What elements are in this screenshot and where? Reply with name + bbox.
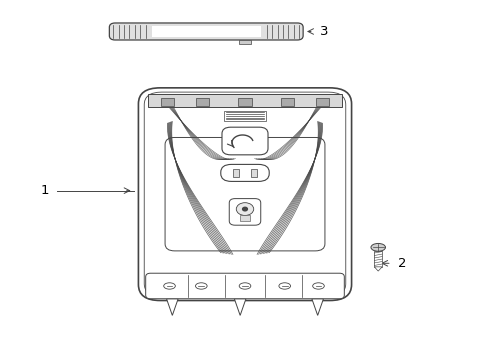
Polygon shape	[374, 267, 382, 271]
Polygon shape	[167, 299, 178, 315]
Bar	[281, 98, 294, 105]
Text: 3: 3	[320, 25, 329, 38]
Bar	[196, 98, 209, 105]
Bar	[233, 168, 239, 177]
FancyBboxPatch shape	[229, 199, 261, 225]
FancyBboxPatch shape	[109, 23, 303, 40]
Bar	[240, 215, 250, 221]
FancyBboxPatch shape	[222, 127, 268, 155]
Bar	[374, 251, 382, 267]
Circle shape	[243, 207, 247, 211]
Ellipse shape	[164, 283, 175, 289]
Ellipse shape	[196, 283, 207, 289]
Ellipse shape	[279, 283, 291, 289]
Bar	[316, 98, 329, 105]
Bar	[251, 168, 257, 177]
Text: 2: 2	[397, 257, 406, 270]
Ellipse shape	[371, 243, 386, 251]
Bar	[239, 40, 251, 44]
Ellipse shape	[313, 283, 324, 289]
Circle shape	[236, 203, 254, 215]
Bar	[148, 94, 342, 107]
Polygon shape	[234, 299, 246, 315]
Text: 1: 1	[40, 184, 49, 197]
FancyBboxPatch shape	[138, 88, 352, 301]
FancyBboxPatch shape	[146, 273, 344, 299]
Polygon shape	[312, 299, 323, 315]
Bar	[161, 98, 174, 105]
FancyBboxPatch shape	[221, 165, 269, 181]
Bar	[152, 26, 261, 37]
Bar	[224, 111, 266, 121]
Ellipse shape	[239, 283, 251, 289]
Bar	[238, 98, 252, 105]
